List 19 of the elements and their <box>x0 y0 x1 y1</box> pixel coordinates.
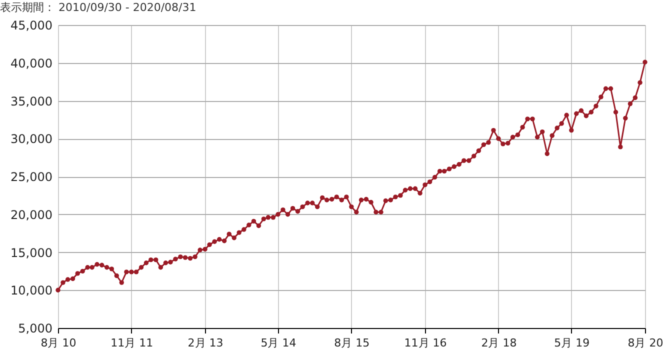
x-tick-label: 8月 15 <box>334 336 370 350</box>
x-tick-label: 8月 10 <box>40 336 76 350</box>
x-tick-label: 5月 19 <box>554 336 590 350</box>
y-tick-label: 45,000 <box>10 18 52 32</box>
y-tick-label: 5,000 <box>18 322 52 336</box>
x-tick-label: 5月 14 <box>260 336 296 350</box>
y-tick-label: 40,000 <box>10 56 52 70</box>
chart-title: 表示期間： 2010/09/30 - 2020/08/31 <box>0 1 196 14</box>
x-tick-label: 2月 18 <box>481 336 517 350</box>
y-tick-label: 15,000 <box>10 246 52 260</box>
x-tick-label: 11月 16 <box>404 336 447 350</box>
y-tick-label: 10,000 <box>10 284 52 298</box>
x-tick-label: 11月 11 <box>110 336 154 350</box>
y-tick-label: 20,000 <box>10 208 52 222</box>
x-tick-label: 8月 20 <box>628 336 664 350</box>
y-tick-label: 30,000 <box>10 132 52 146</box>
x-tick-label: 2月 13 <box>188 336 224 350</box>
y-tick-label: 25,000 <box>10 170 52 184</box>
y-tick-label: 35,000 <box>10 94 52 108</box>
